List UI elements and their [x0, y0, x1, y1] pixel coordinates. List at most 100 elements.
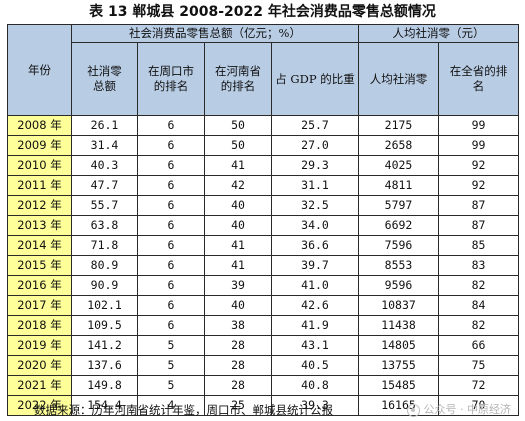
cell-zhoukou-rank: 6	[137, 255, 205, 276]
table-row: 2009 年 31.4 6 50 27.0 2658 99	[7, 135, 519, 156]
cell-zhoukou-rank: 6	[137, 275, 205, 296]
table-title: 表 13 郸城县 2008-2022 年社会消费品零售总额情况	[89, 4, 436, 20]
cell-per-capita: 4811	[358, 175, 439, 196]
cell-per-capita: 5797	[358, 195, 439, 216]
cell-henan-rank: 40	[204, 295, 272, 316]
cell-gdp-share: 39.3	[271, 395, 359, 416]
cell-henan-rank: 40	[204, 215, 272, 236]
cell-total: 90.9	[71, 275, 138, 296]
table-row: 2019 年 141.2 5 28 43.1 14805 66	[7, 335, 519, 356]
table-row: 2014 年 71.8 6 41 36.6 7596 85	[7, 235, 519, 256]
cell-year: 2018 年	[7, 315, 72, 336]
cell-zhoukou-rank: 6	[137, 315, 205, 336]
cell-henan-rank: 42	[204, 175, 272, 196]
cell-per-capita: 11438	[358, 315, 439, 336]
source-note: 数据来源：历年河南省统计年鉴，周口市、郸城县统计公报	[34, 403, 333, 417]
header-henan-rank: 在河南省的排名	[204, 42, 272, 116]
cell-total: 149.8	[71, 375, 138, 396]
cell-province-rank: 75	[438, 355, 519, 376]
cell-henan-rank: 50	[204, 135, 272, 156]
cell-total: 102.1	[71, 295, 138, 316]
table-row: 2020 年 137.6 5 28 40.5 13755 75	[7, 355, 519, 376]
cell-province-rank: 84	[438, 295, 519, 316]
cell-province-rank: 83	[438, 255, 519, 276]
cell-year: 2019 年	[7, 335, 72, 356]
cell-year: 2016 年	[7, 275, 72, 296]
cell-total: 109.5	[71, 315, 138, 336]
header-gdp-share: 占 GDP 的比重	[271, 42, 359, 116]
cell-province-rank: 82	[438, 275, 519, 296]
cell-zhoukou-rank: 6	[137, 175, 205, 196]
cell-zhoukou-rank: 6	[137, 235, 205, 256]
cell-province-rank: 70	[438, 395, 519, 416]
table-row: 2022 年 154.4 4 25 39.3 16165 70	[7, 395, 519, 416]
cell-total: 31.4	[71, 135, 138, 156]
cell-gdp-share: 40.5	[271, 355, 359, 376]
cell-gdp-share: 34.0	[271, 215, 359, 236]
cell-gdp-share: 31.1	[271, 175, 359, 196]
cell-province-rank: 87	[438, 195, 519, 216]
header-group-total: 社会消费品零售总额（亿元；%）	[71, 24, 359, 43]
cell-gdp-share: 27.0	[271, 135, 359, 156]
cell-henan-rank: 28	[204, 355, 272, 376]
cell-province-rank: 85	[438, 235, 519, 256]
cell-total: 141.2	[71, 335, 138, 356]
cell-gdp-share: 39.7	[271, 255, 359, 276]
cell-henan-rank: 40	[204, 195, 272, 216]
cell-henan-rank: 28	[204, 335, 272, 356]
header-per-capita: 人均社消零	[358, 42, 439, 116]
table-row: 2012 年 55.7 6 40 32.5 5797 87	[7, 195, 519, 216]
cell-henan-rank: 41	[204, 255, 272, 276]
table-row: 2015 年 80.9 6 41 39.7 8553 83	[7, 255, 519, 276]
cell-henan-rank: 41	[204, 155, 272, 176]
cell-gdp-share: 41.0	[271, 275, 359, 296]
header-zhoukou-rank: 在周口市的排名	[137, 42, 205, 116]
cell-total: 154.4	[71, 395, 138, 416]
table-row: 2011 年 47.7 6 42 31.1 4811 92	[7, 175, 519, 196]
cell-province-rank: 92	[438, 155, 519, 176]
cell-per-capita: 6692	[358, 215, 439, 236]
cell-zhoukou-rank: 4	[137, 395, 205, 416]
cell-year: 2014 年	[7, 235, 72, 256]
cell-zhoukou-rank: 6	[137, 135, 205, 156]
cell-total: 26.1	[71, 115, 138, 136]
cell-year: 2010 年	[7, 155, 72, 176]
cell-per-capita: 4025	[358, 155, 439, 176]
cell-year: 2008 年	[7, 115, 72, 136]
cell-province-rank: 82	[438, 315, 519, 336]
cell-per-capita: 14805	[358, 335, 439, 356]
cell-total: 63.8	[71, 215, 138, 236]
cell-year: 2021 年	[7, 375, 72, 396]
cell-zhoukou-rank: 6	[137, 295, 205, 316]
table-row: 2013 年 63.8 6 40 34.0 6692 87	[7, 215, 519, 236]
cell-total: 55.7	[71, 195, 138, 216]
cell-year: 2011 年	[7, 175, 72, 196]
cell-total: 47.7	[71, 175, 138, 196]
cell-henan-rank: 38	[204, 315, 272, 336]
table-row: 2016 年 90.9 6 39 41.0 9596 82	[7, 275, 519, 296]
cell-province-rank: 92	[438, 175, 519, 196]
table-row: 2017 年 102.1 6 40 42.6 10837 84	[7, 295, 519, 316]
table-row: 2021 年 149.8 5 28 40.8 15485 72	[7, 375, 519, 396]
cell-total: 80.9	[71, 255, 138, 276]
cell-henan-rank: 50	[204, 115, 272, 136]
header-province-rank: 在全省的排名	[438, 42, 519, 116]
cell-gdp-share: 40.8	[271, 375, 359, 396]
cell-per-capita: 2658	[358, 135, 439, 156]
cell-zhoukou-rank: 5	[137, 375, 205, 396]
cell-zhoukou-rank: 6	[137, 195, 205, 216]
cell-province-rank: 99	[438, 115, 519, 136]
cell-province-rank: 99	[438, 135, 519, 156]
cell-zhoukou-rank: 5	[137, 335, 205, 356]
cell-gdp-share: 25.7	[271, 115, 359, 136]
cell-per-capita: 2175	[358, 115, 439, 136]
cell-year: 2015 年	[7, 255, 72, 276]
cell-year: 2009 年	[7, 135, 72, 156]
cell-province-rank: 72	[438, 375, 519, 396]
cell-per-capita: 9596	[358, 275, 439, 296]
cell-year: 2013 年	[7, 215, 72, 236]
wechat-icon	[406, 403, 420, 417]
cell-gdp-share: 43.1	[271, 335, 359, 356]
cell-per-capita: 8553	[358, 255, 439, 276]
cell-gdp-share: 36.6	[271, 235, 359, 256]
